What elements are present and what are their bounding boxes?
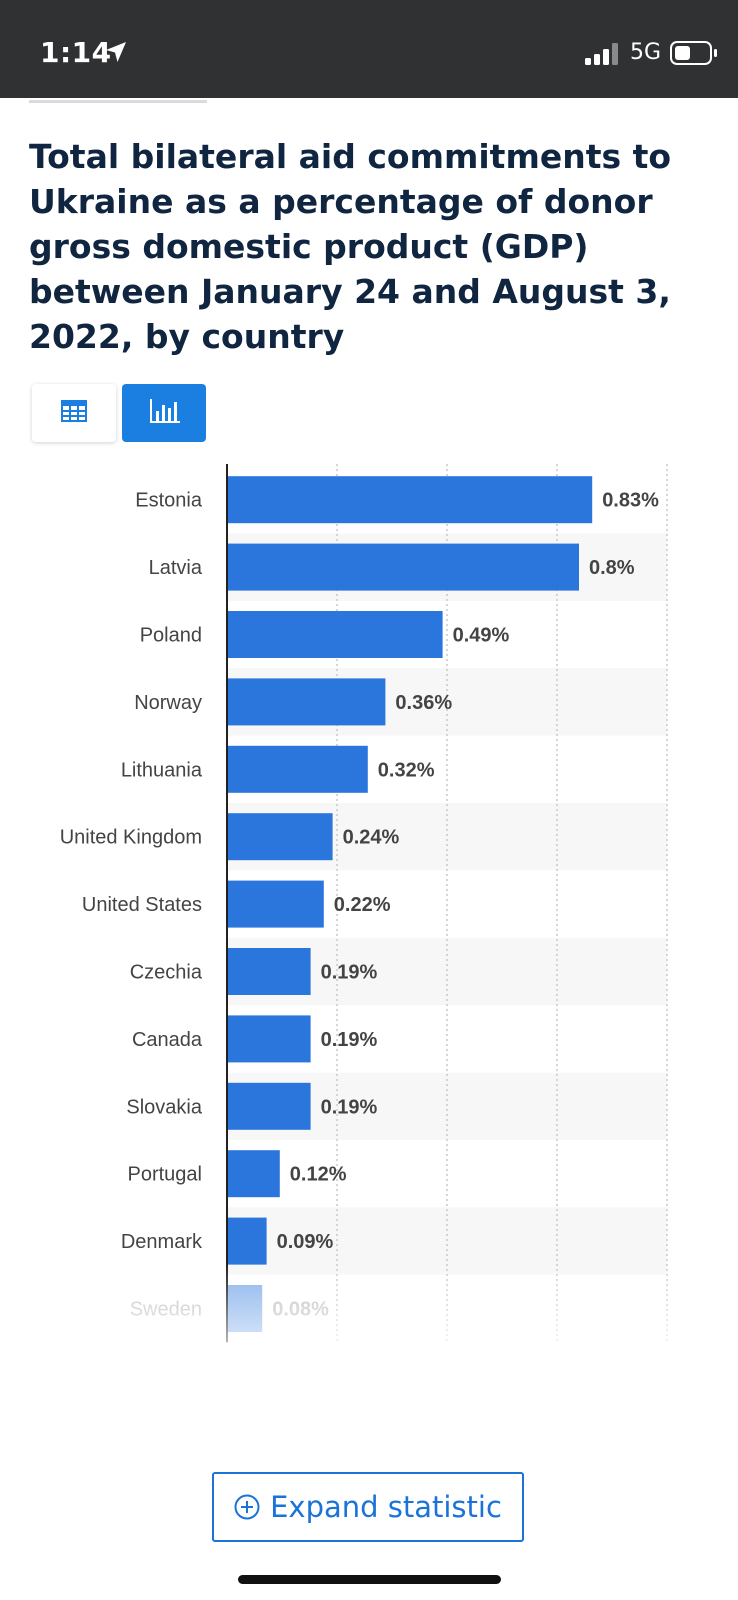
category-label: Sweden [130, 1299, 202, 1321]
category-label: Canada [132, 1029, 203, 1051]
bar [227, 1082, 311, 1130]
bar-chart-svg: Estonia 0.83% Latvia 0.8% Poland 0.49% Norway 0… [60, 464, 668, 1343]
value-label: 0.19% [321, 1096, 378, 1118]
value-label: 0.22% [334, 894, 391, 916]
value-label: 0.32% [378, 759, 435, 781]
category-label: Denmark [121, 1231, 203, 1253]
row-band [227, 1207, 667, 1275]
bar [227, 1217, 267, 1265]
value-label: 0.08% [272, 1299, 329, 1321]
value-label: 0.09% [277, 1231, 334, 1253]
bar [227, 543, 579, 591]
status-time: 1:14 [40, 36, 112, 69]
bar [227, 745, 368, 793]
bar [227, 611, 443, 658]
bar [227, 1285, 263, 1332]
category-label: Czechia [130, 962, 203, 984]
bar-chart: Estonia 0.83% Latvia 0.8% Poland 0.49% Norway 0… [0, 464, 738, 1354]
category-label: United Kingdom [60, 827, 202, 849]
category-label: Poland [140, 625, 202, 647]
category-label: Norway [134, 692, 202, 714]
expand-statistic-label: Expand statistic [270, 1490, 502, 1524]
status-bar: 1:14 5G [0, 0, 738, 98]
value-label: 0.19% [321, 1029, 378, 1051]
category-label: Lithuania [121, 759, 203, 781]
location-arrow-icon [104, 40, 128, 69]
category-label: Latvia [149, 557, 203, 579]
bar [227, 948, 311, 995]
value-label: 0.83% [602, 490, 659, 512]
bar [227, 1150, 280, 1198]
bar [227, 476, 593, 524]
network-type: 5G [630, 40, 662, 65]
category-label: Slovakia [126, 1096, 202, 1118]
bar-chart-icon [148, 398, 180, 428]
chart-view-button[interactable] [122, 384, 206, 442]
value-label: 0.36% [395, 692, 452, 714]
value-label: 0.12% [290, 1164, 347, 1186]
bar [227, 678, 386, 726]
cellular-signal-icon [585, 43, 621, 70]
plus-circle-icon [234, 1494, 260, 1520]
expand-statistic-button[interactable]: Expand statistic [212, 1472, 524, 1542]
chart-title: Total bilateral aid commitments to Ukrai… [29, 137, 672, 356]
category-label: United States [82, 894, 202, 916]
value-label: 0.24% [343, 827, 400, 849]
value-label: 0.8% [589, 557, 635, 579]
table-view-button[interactable] [32, 384, 116, 442]
section-divider [29, 100, 207, 103]
value-label: 0.49% [453, 625, 510, 647]
table-icon [61, 399, 87, 427]
category-label: Estonia [135, 490, 203, 512]
bar [227, 1015, 311, 1063]
home-indicator [238, 1575, 501, 1584]
bar [227, 813, 333, 861]
value-label: 0.19% [321, 962, 378, 984]
category-label: Portugal [128, 1164, 203, 1186]
bar [227, 880, 324, 928]
battery-icon [670, 41, 718, 70]
